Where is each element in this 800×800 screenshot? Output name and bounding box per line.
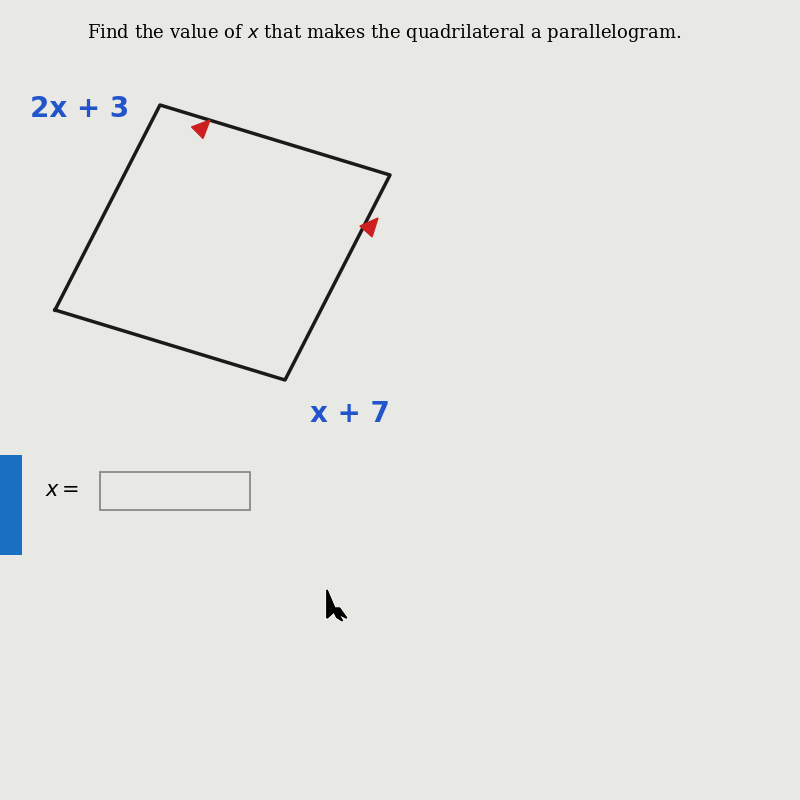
- Text: Find the value of $x$ that makes the quadrilateral a parallelogram.: Find the value of $x$ that makes the qua…: [87, 22, 681, 44]
- Polygon shape: [360, 218, 378, 237]
- Text: x + 7: x + 7: [310, 400, 390, 428]
- Bar: [100, 472, 250, 510]
- Polygon shape: [327, 590, 346, 621]
- Polygon shape: [191, 120, 210, 138]
- Bar: [0, 455, 22, 555]
- Polygon shape: [327, 590, 346, 621]
- Text: 2x + 3: 2x + 3: [30, 95, 130, 123]
- Polygon shape: [327, 590, 346, 621]
- Text: $x = $: $x = $: [45, 480, 79, 500]
